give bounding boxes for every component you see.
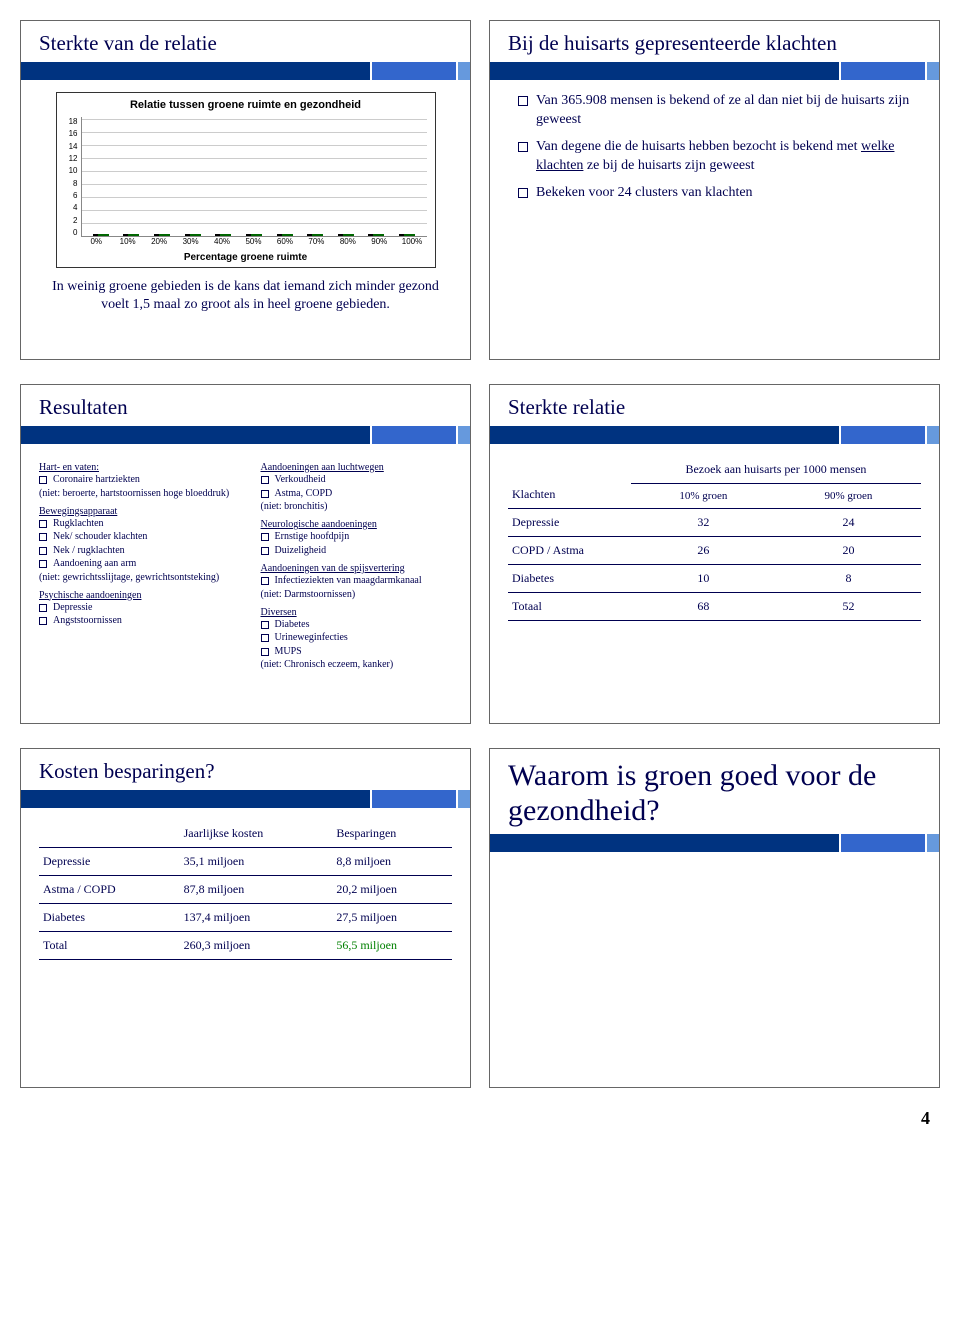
results-right-col: Aandoeningen aan luchtwegenVerkoudheidAs… <box>261 456 453 671</box>
slide-grid: Sterkte van de relatie Relatie tussen gr… <box>20 20 940 1088</box>
table-head-klachten: Klachten <box>508 456 631 509</box>
list-item: Nek / rugklachten <box>39 544 231 558</box>
group-note: (niet: Chronisch eczeem, kanker) <box>261 658 453 671</box>
group-list: VerkoudheidAstma, COPD <box>261 473 453 500</box>
title-underline-bar <box>490 62 939 80</box>
slide-sterkte-relatie-chart: Sterkte van de relatie Relatie tussen gr… <box>20 20 471 360</box>
chart-caption: In weinig groene gebieden is de kans dat… <box>39 278 452 314</box>
page-number: 4 <box>20 1108 940 1129</box>
bullet-list: Van 365.908 mensen is bekend of ze al da… <box>508 92 921 202</box>
table-row: Depressie35,1 miljoen8,8 miljoen <box>39 848 452 876</box>
table-row: Diabetes137,4 miljoen27,5 miljoen <box>39 904 452 932</box>
group-heading: Bewegingsapparaat <box>39 506 231 517</box>
table-head-bezoek: Bezoek aan huisarts per 1000 mensen <box>631 456 921 484</box>
bullet-item: Van degene die de huisarts hebben bezoch… <box>518 138 921 176</box>
group-heading: Hart- en vaten: <box>39 462 231 473</box>
list-item: Aandoening aan arm <box>39 557 231 571</box>
group-note: (niet: beroerte, hartstoornissen hoge bl… <box>39 487 231 500</box>
list-item: Duizeligheid <box>261 544 453 558</box>
table-subhead-10: 10% groen <box>631 484 776 509</box>
table-row: Astma / COPD87,8 miljoen20,2 miljoen <box>39 876 452 904</box>
group-list: Infectieziekten van maagdarmkanaal <box>261 574 453 588</box>
table-subhead-90: 90% groen <box>776 484 921 509</box>
sterkte-table: Klachten Bezoek aan huisarts per 1000 me… <box>508 456 921 621</box>
chart-y-axis: 024681012141618 <box>65 117 81 237</box>
group-note: (niet: Darmstoornissen) <box>261 588 453 601</box>
slide-resultaten: Resultaten Hart- en vaten:Coronaire hart… <box>20 384 471 724</box>
group-heading: Diversen <box>261 607 453 618</box>
group-note: (niet: bronchitis) <box>261 500 453 513</box>
group-heading: Aandoeningen aan luchtwegen <box>261 462 453 473</box>
table-row: Total260,3 miljoen56,5 miljoen <box>39 932 452 960</box>
title-underline-bar <box>490 834 939 852</box>
group-list: DepressieAngststoornissen <box>39 601 231 628</box>
table-row: Totaal6852 <box>508 593 921 621</box>
list-item: Diabetes <box>261 618 453 632</box>
title-underline-bar <box>21 426 470 444</box>
slide-huisarts-klachten: Bij de huisarts gepresenteerde klachten … <box>489 20 940 360</box>
slide-sterkte-relatie-table: Sterkte relatie Klachten Bezoek aan huis… <box>489 384 940 724</box>
kosten-table: Jaarlijkse kosten Besparingen Depressie3… <box>39 820 452 960</box>
group-heading: Neurologische aandoeningen <box>261 519 453 530</box>
list-item: Astma, COPD <box>261 487 453 501</box>
chart-plot-area <box>81 117 427 237</box>
slide-title: Sterkte relatie <box>508 395 921 420</box>
list-item: Angststoornissen <box>39 614 231 628</box>
slide-waarom-groen: Waarom is groen goed voor de gezondheid? <box>489 748 940 1088</box>
chart-x-label: Percentage groene ruimte <box>65 252 427 263</box>
results-left-col: Hart- en vaten:Coronaire hartziekten(nie… <box>39 456 231 671</box>
bullet-item: Bekeken voor 24 clusters van klachten <box>518 184 921 203</box>
chart-title: Relatie tussen groene ruimte en gezondhe… <box>65 99 427 111</box>
group-list: Ernstige hoofdpijnDuizeligheid <box>261 530 453 557</box>
table-row: COPD / Astma2620 <box>508 537 921 565</box>
list-item: Verkoudheid <box>261 473 453 487</box>
title-underline-bar <box>21 790 470 808</box>
slide-title: Bij de huisarts gepresenteerde klachten <box>508 31 921 56</box>
group-heading: Aandoeningen van de spijsvertering <box>261 563 453 574</box>
chart-x-axis: 0%10%20%30%40%50%60%70%80%90%100% <box>65 237 427 246</box>
slide-kosten-besparingen: Kosten besparingen? Jaarlijkse kosten Be… <box>20 748 471 1088</box>
list-item: Urineweginfecties <box>261 631 453 645</box>
group-list: Coronaire hartziekten <box>39 473 231 487</box>
list-item: Coronaire hartziekten <box>39 473 231 487</box>
table-row: Diabetes108 <box>508 565 921 593</box>
slide-title: Sterkte van de relatie <box>39 31 452 56</box>
table-head-kosten: Jaarlijkse kosten <box>180 820 333 848</box>
table-head-besparingen: Besparingen <box>332 820 452 848</box>
title-underline-bar <box>21 62 470 80</box>
list-item: Depressie <box>39 601 231 615</box>
group-heading: Psychische aandoeningen <box>39 590 231 601</box>
list-item: Nek/ schouder klachten <box>39 530 231 544</box>
slide-title: Resultaten <box>39 395 452 420</box>
list-item: Ernstige hoofdpijn <box>261 530 453 544</box>
table-row: Depressie3224 <box>508 509 921 537</box>
results-two-col: Hart- en vaten:Coronaire hartziekten(nie… <box>39 456 452 671</box>
list-item: Rugklachten <box>39 517 231 531</box>
group-list: DiabetesUrineweginfectiesMUPS <box>261 618 453 659</box>
chart-bars <box>82 117 427 236</box>
title-underline-bar <box>490 426 939 444</box>
group-list: RugklachtenNek/ schouder klachtenNek / r… <box>39 517 231 571</box>
bar-chart: Relatie tussen groene ruimte en gezondhe… <box>56 92 436 268</box>
slide-title: Waarom is groen goed voor de gezondheid? <box>508 759 921 828</box>
list-item: Infectieziekten van maagdarmkanaal <box>261 574 453 588</box>
list-item: MUPS <box>261 645 453 659</box>
group-note: (niet: gewrichtsslijtage, gewrichtsontst… <box>39 571 231 584</box>
slide-title: Kosten besparingen? <box>39 759 452 784</box>
bullet-item: Van 365.908 mensen is bekend of ze al da… <box>518 92 921 130</box>
